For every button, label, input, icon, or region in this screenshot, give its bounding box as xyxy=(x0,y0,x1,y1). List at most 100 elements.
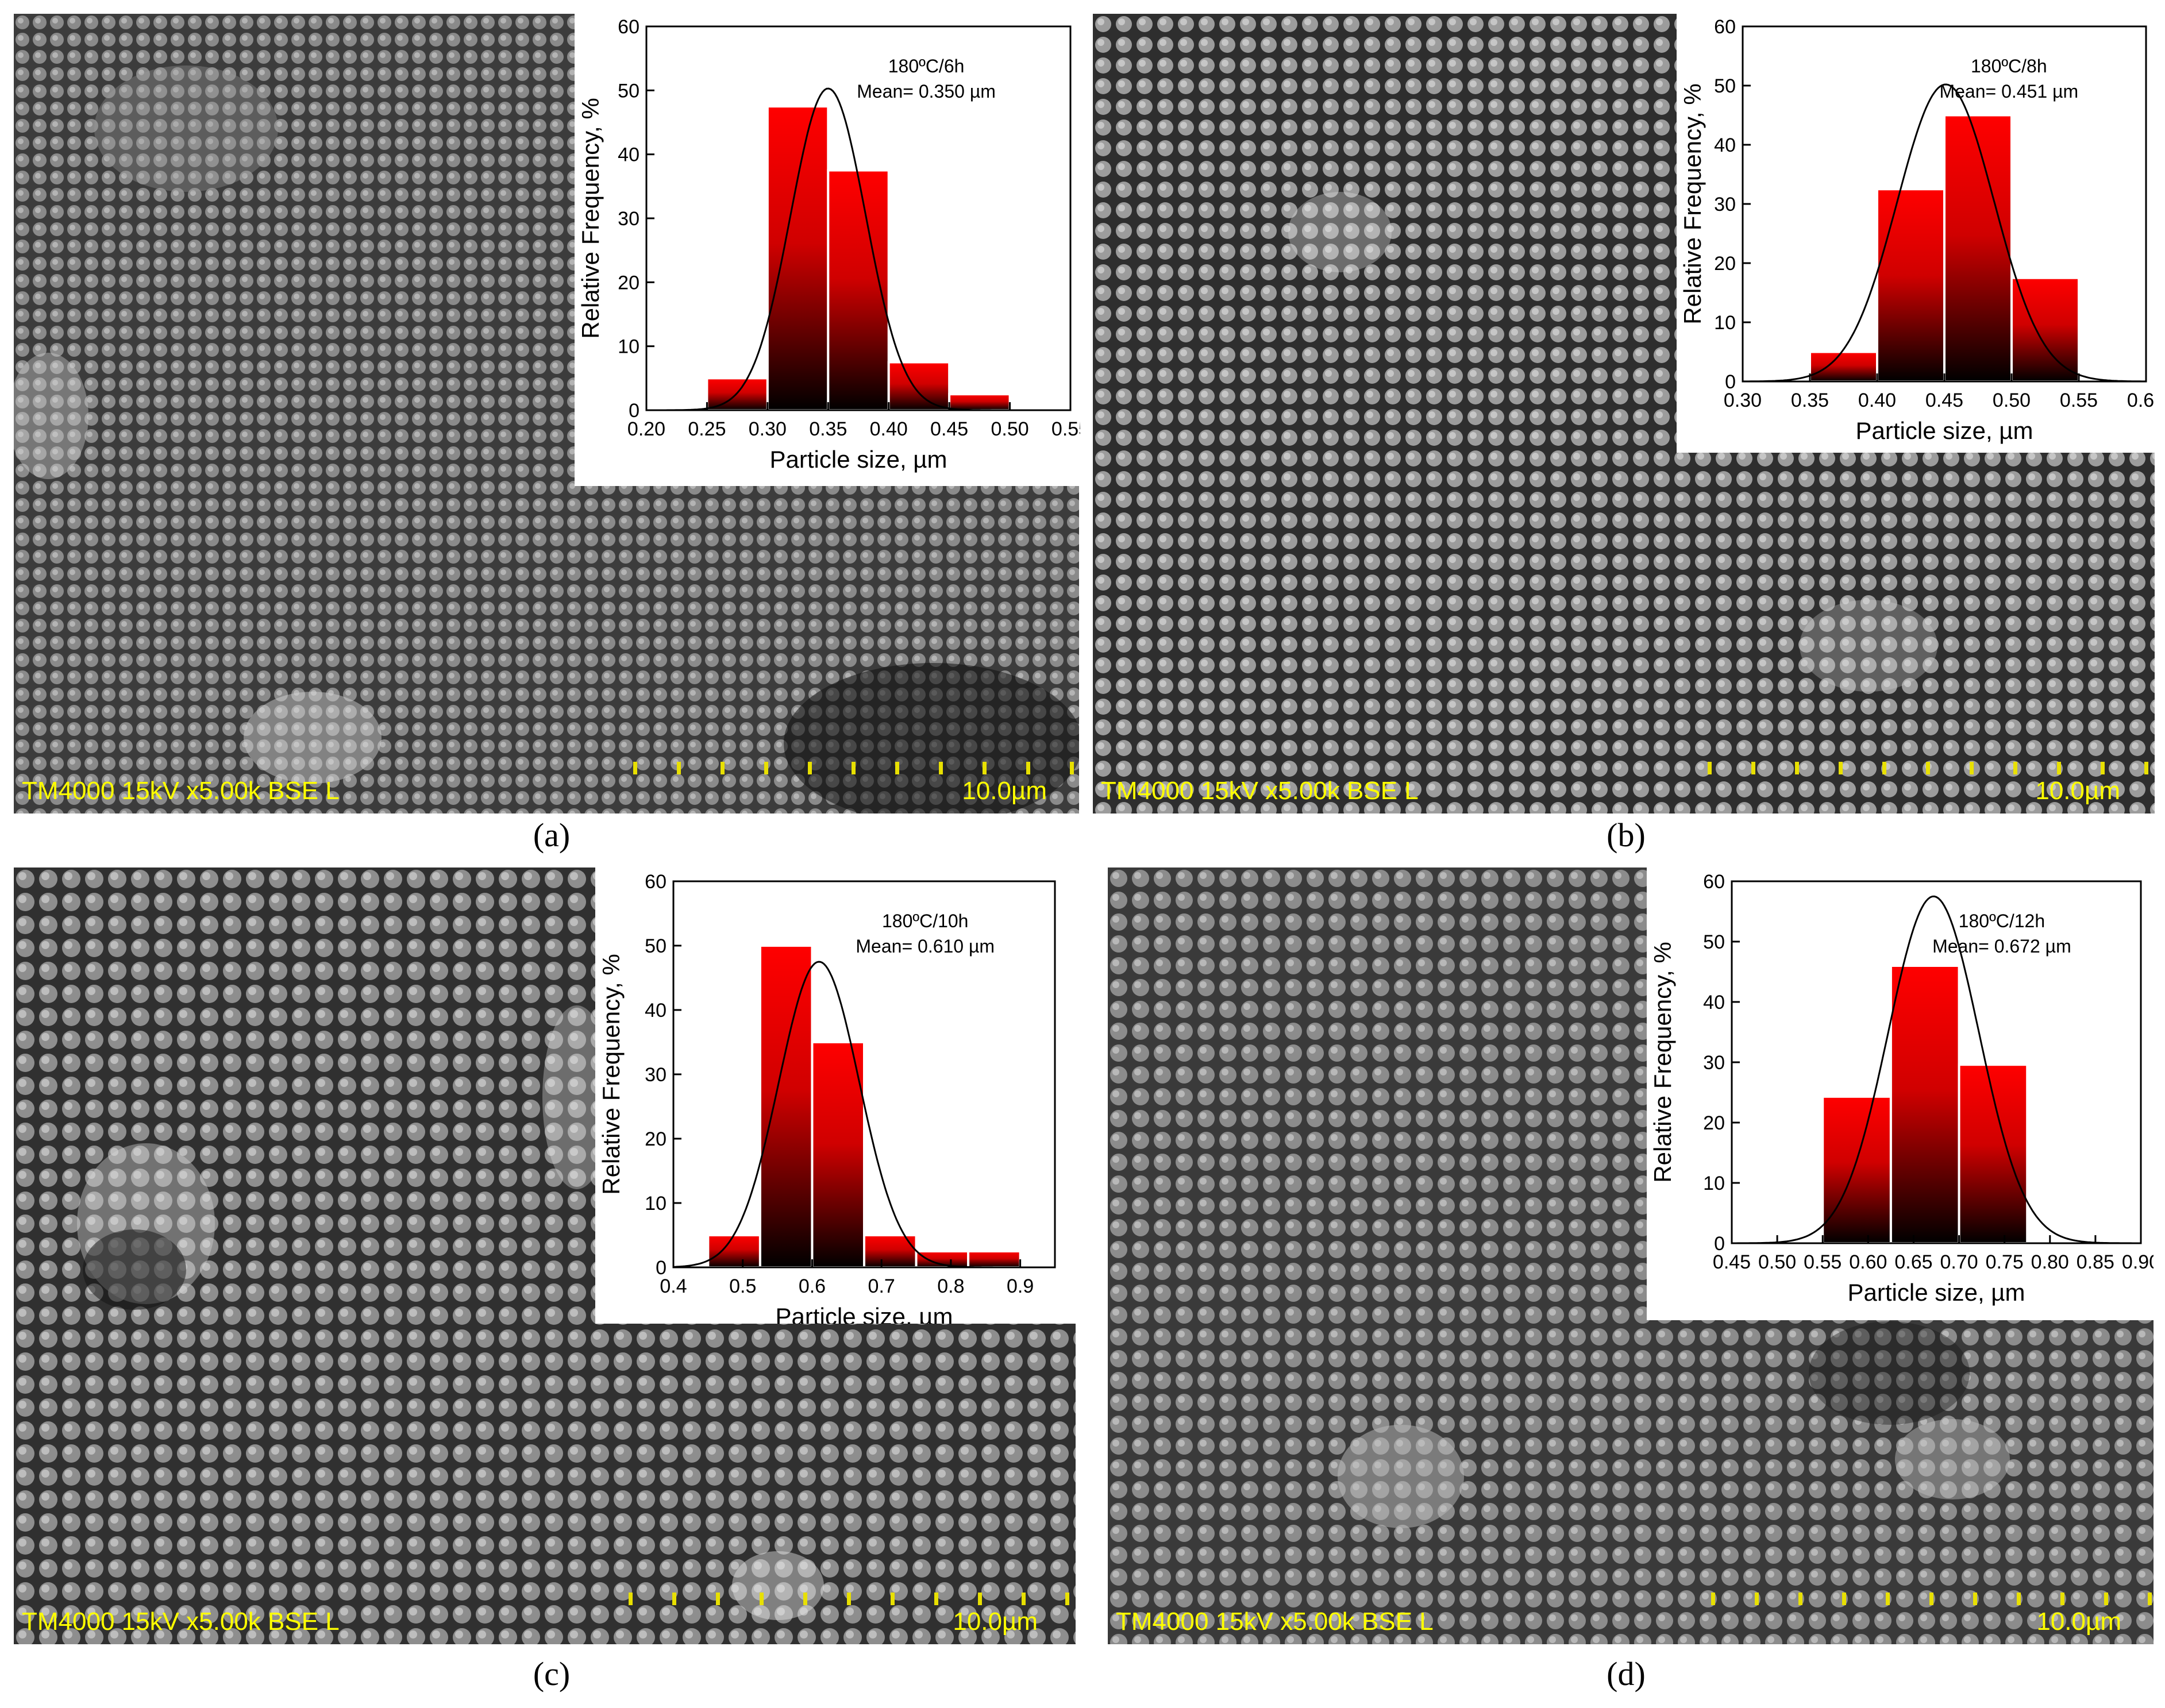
x-tick-label: 0.7 xyxy=(868,1275,895,1297)
panel-caption: (b) xyxy=(1607,816,1646,854)
histogram-chart: 0.30 0.35 0.40 0.45 0.50 0.55 0.60 0 10 20 30 40 50 6… xyxy=(1679,16,2155,444)
y-tick-label: 20 xyxy=(1714,253,1736,275)
x-tick-label: 0.80 xyxy=(2031,1251,2069,1273)
histogram-bar-3 xyxy=(2010,276,2080,383)
histogram-chart: 0.45 0.50 0.55 0.60 0.65 0.70 0.75 0.80 0.85 0.9 0… xyxy=(1649,871,2154,1306)
y-tick-label: 0 xyxy=(1725,371,1736,393)
x-axis-label: Particle size, µm xyxy=(1848,1279,2025,1306)
histogram-bar-0 xyxy=(1821,1095,1892,1244)
x-tick-label: 0.50 xyxy=(1993,390,2031,411)
x-tick-label: 0.4 xyxy=(660,1275,687,1297)
scale-bar xyxy=(1708,762,2150,777)
mean-annotation: Mean= 0.451 µm xyxy=(1939,81,2078,102)
y-tick-label: 0 xyxy=(629,400,640,422)
condition-annotation: 180ºC/12h xyxy=(1959,911,2045,931)
x-tick-label: 0.20 xyxy=(627,418,665,440)
y-tick-label: 0 xyxy=(1714,1233,1725,1255)
mean-annotation: Mean= 0.610 µm xyxy=(856,936,995,957)
y-tick-label: 50 xyxy=(618,80,640,102)
y-tick-label: 40 xyxy=(1703,992,1725,1013)
condition-annotation: 180ºC/6h xyxy=(888,56,965,76)
gaussian-fit-curve xyxy=(1732,895,2141,1244)
histogram-bar-0 xyxy=(707,1234,761,1269)
scale-label: 10.0µm xyxy=(2036,1607,2121,1636)
y-tick-label: 60 xyxy=(1714,16,1736,38)
x-tick-label: 0.45 xyxy=(930,418,968,440)
sem-info-label: TM4000 15kV x5.00k BSE L xyxy=(22,1607,340,1636)
x-tick-label: 0.40 xyxy=(1858,390,1896,411)
x-tick-label: 0.9 xyxy=(1007,1275,1034,1297)
x-tick-label: 0.8 xyxy=(937,1275,964,1297)
y-tick-label: 20 xyxy=(1703,1112,1725,1134)
y-tick-label: 10 xyxy=(645,1193,667,1215)
x-tick-label: 0.65 xyxy=(1894,1251,1932,1273)
mean-annotation: Mean= 0.672 µm xyxy=(1932,936,2071,957)
y-tick-label: 60 xyxy=(645,871,667,893)
x-tick-label: 0.50 xyxy=(991,418,1028,440)
condition-annotation: 180ºC/10h xyxy=(882,911,968,931)
histogram-bar-1 xyxy=(758,944,814,1269)
condition-annotation: 180ºC/8h xyxy=(1971,56,2047,76)
y-tick-label: 40 xyxy=(645,1000,667,1021)
sem-info-label: TM4000 15kV x5.00k BSE L xyxy=(22,777,340,805)
histogram-inset-a: 0.20 0.25 0.30 0.35 0.40 0.45 0.50 0.55 0 10 20 30 4… xyxy=(575,14,1080,486)
panel-caption: (d) xyxy=(1607,1655,1646,1692)
y-tick-label: 0 xyxy=(656,1257,667,1279)
y-tick-label: 40 xyxy=(618,144,640,166)
y-tick-label: 30 xyxy=(1714,194,1736,215)
scale-bar xyxy=(629,1593,1071,1607)
x-tick-label: 0.60 xyxy=(2127,390,2155,411)
scale-label: 10.0µm xyxy=(962,777,1047,805)
x-tick-label: 0.55 xyxy=(2060,390,2098,411)
scale-label: 10.0µm xyxy=(953,1607,1038,1636)
y-axis-label: Relative Frequency, % xyxy=(577,98,604,338)
x-tick-label: 0.35 xyxy=(1791,390,1829,411)
x-tick-label: 0.70 xyxy=(1940,1251,1978,1273)
x-tick-label: 0.85 xyxy=(2077,1251,2114,1273)
x-axis-label: Particle size, µm xyxy=(1856,417,2033,444)
histogram-inset-d: 0.45 0.50 0.55 0.60 0.65 0.70 0.75 0.80 0.85 0.9 0… xyxy=(1647,868,2154,1320)
x-tick-label: 0.90 xyxy=(2122,1251,2154,1273)
y-tick-label: 50 xyxy=(1714,75,1736,97)
y-tick-label: 30 xyxy=(1703,1052,1725,1074)
mean-annotation: Mean= 0.350 µm xyxy=(857,81,996,102)
histogram-bar-1 xyxy=(1889,965,1960,1244)
x-axis-label: Particle size, µm xyxy=(770,446,947,473)
x-tick-label: 0.45 xyxy=(1925,390,1963,411)
panel-caption: (a) xyxy=(533,816,571,854)
histogram-inset-c: 0.4 0.5 0.6 0.7 0.8 0.9 0 10 20 30 40 50 60 Particle … xyxy=(595,868,1076,1324)
histogram-bar-2 xyxy=(811,1041,866,1269)
x-tick-label: 0.45 xyxy=(1713,1251,1751,1273)
histogram-bar-0 xyxy=(1809,350,1878,383)
x-tick-label: 0.25 xyxy=(688,418,726,440)
x-axis-label: Particle size, µm xyxy=(776,1303,953,1324)
histogram-chart: 0.4 0.5 0.6 0.7 0.8 0.9 0 10 20 30 40 50 60 Particle … xyxy=(598,871,1056,1324)
histogram-bar-2 xyxy=(1943,114,2013,383)
y-tick-label: 50 xyxy=(1703,931,1725,953)
y-tick-label: 30 xyxy=(645,1064,667,1086)
x-tick-label: 0.30 xyxy=(749,418,787,440)
y-axis-label: Relative Frequency, % xyxy=(1649,942,1676,1182)
y-axis-label: Relative Frequency, % xyxy=(598,954,625,1194)
panel-caption: (c) xyxy=(533,1655,571,1692)
histogram-bar-5 xyxy=(967,1250,1022,1269)
sem-info-label: TM4000 15kV x5.00k BSE L xyxy=(1101,777,1419,805)
x-tick-label: 0.55 xyxy=(1804,1251,1842,1273)
histogram-bar-3 xyxy=(887,361,951,411)
x-tick-label: 0.35 xyxy=(809,418,847,440)
histogram-bar-1 xyxy=(766,105,830,411)
histogram-bar-1 xyxy=(1876,188,1946,383)
y-tick-label: 50 xyxy=(645,935,667,957)
x-tick-label: 0.5 xyxy=(729,1275,756,1297)
x-tick-label: 0.75 xyxy=(1986,1251,2024,1273)
x-tick-label: 0.60 xyxy=(1849,1251,1887,1273)
y-tick-label: 40 xyxy=(1714,134,1736,156)
scale-bar xyxy=(1711,1593,2154,1607)
y-tick-label: 10 xyxy=(1714,312,1736,334)
histogram-bar-4 xyxy=(948,393,1011,412)
histogram-bar-2 xyxy=(827,169,890,411)
x-tick-label: 0.55 xyxy=(1051,418,1080,440)
y-tick-label: 30 xyxy=(618,208,640,230)
y-tick-label: 20 xyxy=(618,272,640,294)
y-tick-label: 60 xyxy=(1703,871,1725,893)
